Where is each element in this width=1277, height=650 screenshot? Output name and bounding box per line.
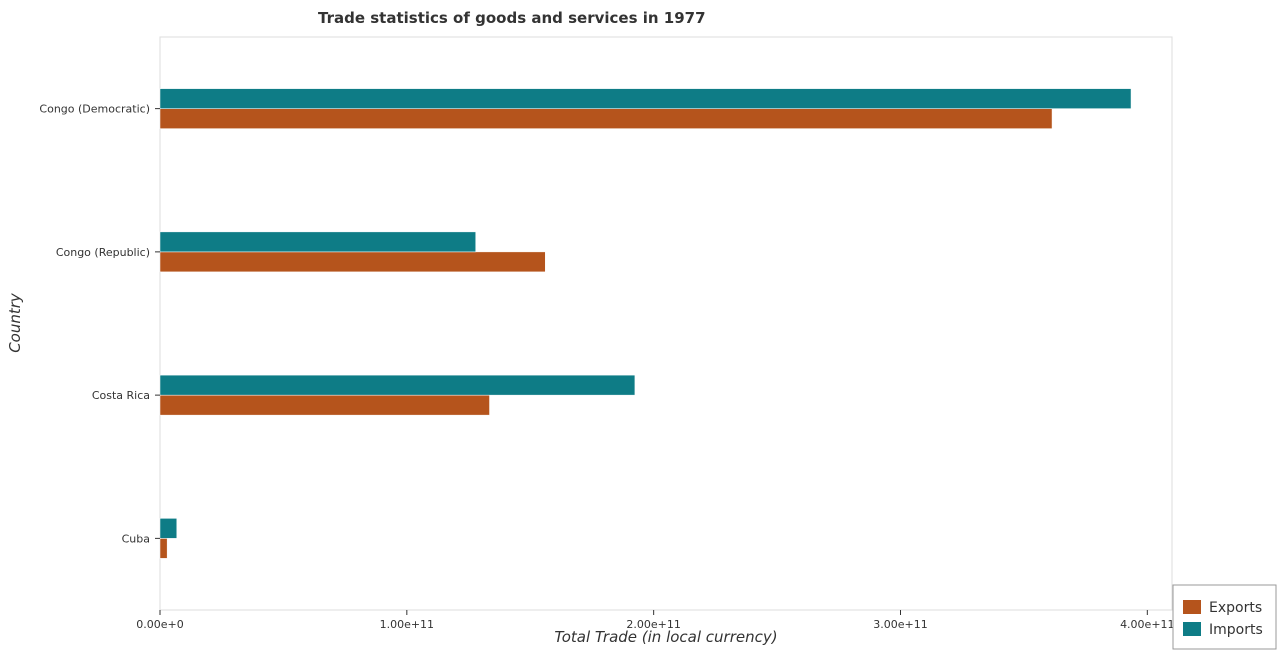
legend-box <box>1172 584 1277 650</box>
x-tick-label: 3.00e+11 <box>873 618 927 631</box>
x-axis-ticks: 0.00e+0 1.00e+11 2.00e+11 3.00e+11 4.00e+11 <box>136 610 1175 631</box>
bar-imports-2 <box>159 374 636 396</box>
x-tick-label: 0.00e+0 <box>136 618 183 631</box>
bar-exports-1 <box>159 251 546 273</box>
bar-imports-0 <box>159 88 1132 109</box>
legend-label-exports: Exports <box>1209 600 1262 616</box>
bar-imports-1 <box>159 231 476 253</box>
bar-exports-2 <box>159 394 490 416</box>
legend-swatch-exports <box>1183 600 1201 614</box>
y-axis-label: Country <box>6 292 24 353</box>
bars-group <box>159 88 1132 559</box>
bar-exports-3 <box>159 538 168 559</box>
legend: Exports Imports <box>1172 584 1277 650</box>
bar-exports-0 <box>159 108 1053 129</box>
chart-title: Trade statistics of goods and services i… <box>318 9 706 27</box>
plot-area <box>159 36 1173 611</box>
y-tick-label: Congo (Republic) <box>56 246 150 259</box>
bar-imports-3 <box>159 518 178 539</box>
legend-label-imports: Imports <box>1209 622 1263 638</box>
x-tick-label: 2.00e+11 <box>626 618 680 631</box>
y-axis-ticks: Congo (Democratic) Congo (Republic) Costa … <box>39 103 160 545</box>
y-tick-label: Costa Rica <box>92 389 150 402</box>
legend-swatch-imports <box>1183 622 1201 636</box>
x-tick-label: 1.00e+11 <box>380 618 434 631</box>
y-tick-label: Cuba <box>122 532 150 545</box>
x-axis-label: Total Trade (in local currency) <box>554 628 777 646</box>
x-tick-label: 4.00e+11 <box>1120 618 1174 631</box>
y-tick-label: Congo (Democratic) <box>39 103 150 116</box>
